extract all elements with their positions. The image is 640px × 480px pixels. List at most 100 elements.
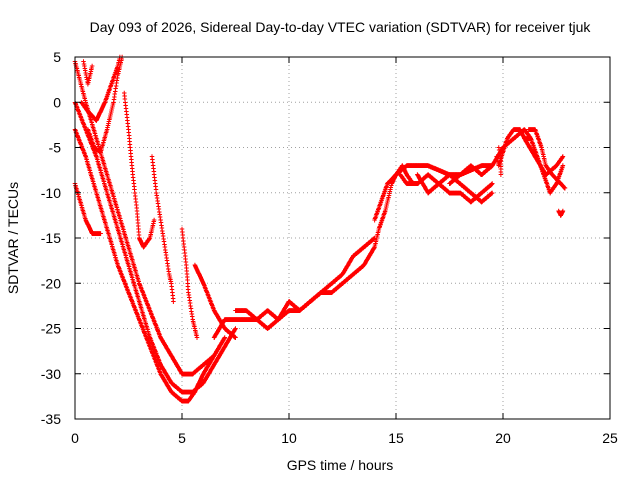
data-point: + xyxy=(134,269,139,279)
data-point: + xyxy=(215,354,220,364)
data-point: + xyxy=(111,211,116,221)
data-point: + xyxy=(98,147,103,157)
data-point: + xyxy=(79,201,84,211)
data-point: + xyxy=(111,73,116,83)
data-point: + xyxy=(107,179,112,189)
data-point: + xyxy=(105,91,110,101)
data-point: + xyxy=(134,309,139,319)
data-point: + xyxy=(79,97,84,107)
data-point: + xyxy=(76,69,81,79)
data-point: + xyxy=(181,387,186,397)
data-point: + xyxy=(115,206,120,216)
data-point: + xyxy=(121,226,126,236)
data-point: + xyxy=(172,381,177,391)
data-point: + xyxy=(83,70,88,80)
data-point: + xyxy=(80,144,85,154)
data-point: + xyxy=(160,228,165,238)
data-point: + xyxy=(118,59,123,69)
data-point: + xyxy=(131,299,136,309)
data-point: + xyxy=(167,384,172,394)
data-point: + xyxy=(131,259,136,269)
data-point: + xyxy=(90,111,95,121)
data-point: + xyxy=(85,130,90,140)
x-tick-label: 5 xyxy=(178,430,186,446)
data-point: + xyxy=(204,372,209,382)
data-point: + xyxy=(81,57,86,67)
data-point: + xyxy=(191,368,196,378)
data-point: + xyxy=(147,331,152,341)
data-point: + xyxy=(101,157,106,167)
data-point: + xyxy=(218,340,223,350)
data-point: + xyxy=(195,383,200,393)
data-point: + xyxy=(199,361,204,371)
data-point: + xyxy=(164,253,169,263)
data-point: + xyxy=(92,143,97,153)
data-point: + xyxy=(177,384,182,394)
data-point: + xyxy=(103,181,108,191)
data-point: + xyxy=(83,95,88,105)
data-point: + xyxy=(147,234,152,244)
data-point: + xyxy=(80,87,85,97)
grid-lines xyxy=(75,57,610,419)
data-point: + xyxy=(97,161,102,171)
data-point: + xyxy=(194,384,199,394)
data-point: + xyxy=(190,389,195,399)
data-point: + xyxy=(99,170,104,180)
data-point: + xyxy=(179,387,184,397)
data-point: + xyxy=(156,327,161,337)
data-point: + xyxy=(111,248,116,258)
data-point: + xyxy=(186,369,191,379)
data-point: + xyxy=(86,133,91,143)
data-point: + xyxy=(97,109,102,119)
data-point: + xyxy=(103,183,108,193)
data-point: + xyxy=(103,131,108,141)
data-point: + xyxy=(202,375,207,385)
data-point: + xyxy=(149,345,154,355)
data-point: + xyxy=(196,364,201,374)
data-point: + xyxy=(83,215,88,225)
data-point: + xyxy=(159,362,164,372)
data-point: + xyxy=(221,334,226,344)
data-point: + xyxy=(158,370,163,380)
data-point: + xyxy=(110,75,115,85)
data-point: + xyxy=(149,337,154,347)
data-point: + xyxy=(98,203,103,213)
data-point: + xyxy=(92,228,97,238)
data-point: + xyxy=(135,272,140,282)
data-point: + xyxy=(119,220,124,230)
data-point: + xyxy=(164,380,169,390)
data-point: + xyxy=(215,353,220,363)
data-point: + xyxy=(112,70,117,80)
data-point: + xyxy=(207,368,212,378)
data-point: + xyxy=(154,322,159,332)
data-point: + xyxy=(75,130,80,140)
data-point: + xyxy=(151,219,156,229)
data-point: + xyxy=(164,369,169,379)
data-point: + xyxy=(158,333,163,343)
data-point: + xyxy=(148,334,153,344)
data-point: + xyxy=(128,146,133,156)
data-point: + xyxy=(131,301,136,311)
data-point: + xyxy=(188,369,193,379)
data-point: + xyxy=(150,161,155,171)
data-point: + xyxy=(162,367,167,377)
data-point: + xyxy=(185,387,190,397)
data-point: + xyxy=(90,175,95,185)
data-point: + xyxy=(117,63,122,73)
data-point: + xyxy=(159,361,164,371)
data-point: + xyxy=(131,179,136,189)
data-point: + xyxy=(171,389,176,399)
data-point: + xyxy=(172,356,177,366)
data-point: + xyxy=(170,379,175,389)
data-point: + xyxy=(140,239,145,249)
data-point: + xyxy=(143,295,148,305)
data-point: + xyxy=(172,390,177,400)
data-point: + xyxy=(87,108,92,118)
data-point: + xyxy=(125,257,130,267)
data-point: + xyxy=(84,105,89,115)
data-point: + xyxy=(94,228,99,238)
data-point: + xyxy=(143,331,148,341)
data-point: + xyxy=(80,99,85,109)
data-point: + xyxy=(185,396,190,406)
data-point: + xyxy=(164,250,169,260)
